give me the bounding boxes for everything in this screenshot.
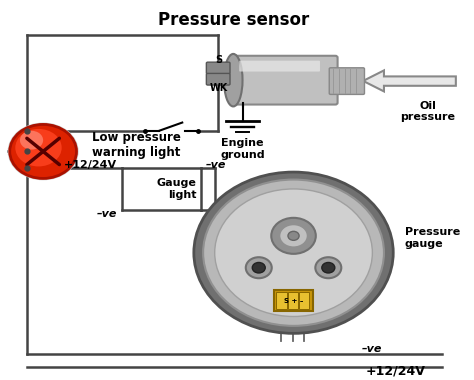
FancyBboxPatch shape	[206, 62, 230, 74]
Circle shape	[9, 123, 78, 180]
Text: –ve: –ve	[205, 160, 226, 169]
Text: +12/24V: +12/24V	[365, 364, 426, 377]
Text: S: S	[215, 55, 222, 65]
Circle shape	[20, 131, 43, 150]
Circle shape	[271, 218, 316, 254]
Circle shape	[194, 172, 393, 333]
FancyBboxPatch shape	[231, 56, 337, 105]
Circle shape	[280, 225, 308, 247]
Text: Low pressure
warning light: Low pressure warning light	[92, 131, 181, 159]
Text: S + –: S + –	[284, 298, 303, 304]
Text: Pressure sensor: Pressure sensor	[158, 11, 309, 29]
Circle shape	[10, 124, 76, 179]
Text: Pressure
gauge: Pressure gauge	[405, 227, 460, 249]
Text: –ve: –ve	[362, 345, 383, 355]
Circle shape	[203, 180, 384, 326]
FancyBboxPatch shape	[276, 292, 287, 309]
Text: Gauge
light: Gauge light	[156, 178, 196, 200]
Text: –ve: –ve	[97, 209, 118, 219]
Circle shape	[322, 263, 335, 273]
FancyBboxPatch shape	[329, 68, 365, 94]
Text: Oil
pressure: Oil pressure	[401, 101, 456, 122]
FancyBboxPatch shape	[239, 61, 320, 71]
Circle shape	[288, 231, 299, 240]
Circle shape	[315, 257, 341, 278]
Polygon shape	[363, 70, 456, 92]
FancyBboxPatch shape	[273, 290, 313, 311]
Text: WK: WK	[210, 84, 228, 93]
Circle shape	[215, 189, 373, 317]
Ellipse shape	[224, 54, 243, 106]
FancyBboxPatch shape	[299, 292, 309, 309]
Circle shape	[15, 129, 62, 166]
FancyBboxPatch shape	[206, 73, 230, 85]
Circle shape	[246, 257, 272, 278]
Circle shape	[252, 263, 265, 273]
Text: +12/24V: +12/24V	[64, 160, 118, 169]
Text: Engine
ground: Engine ground	[220, 138, 265, 160]
FancyBboxPatch shape	[288, 292, 298, 309]
